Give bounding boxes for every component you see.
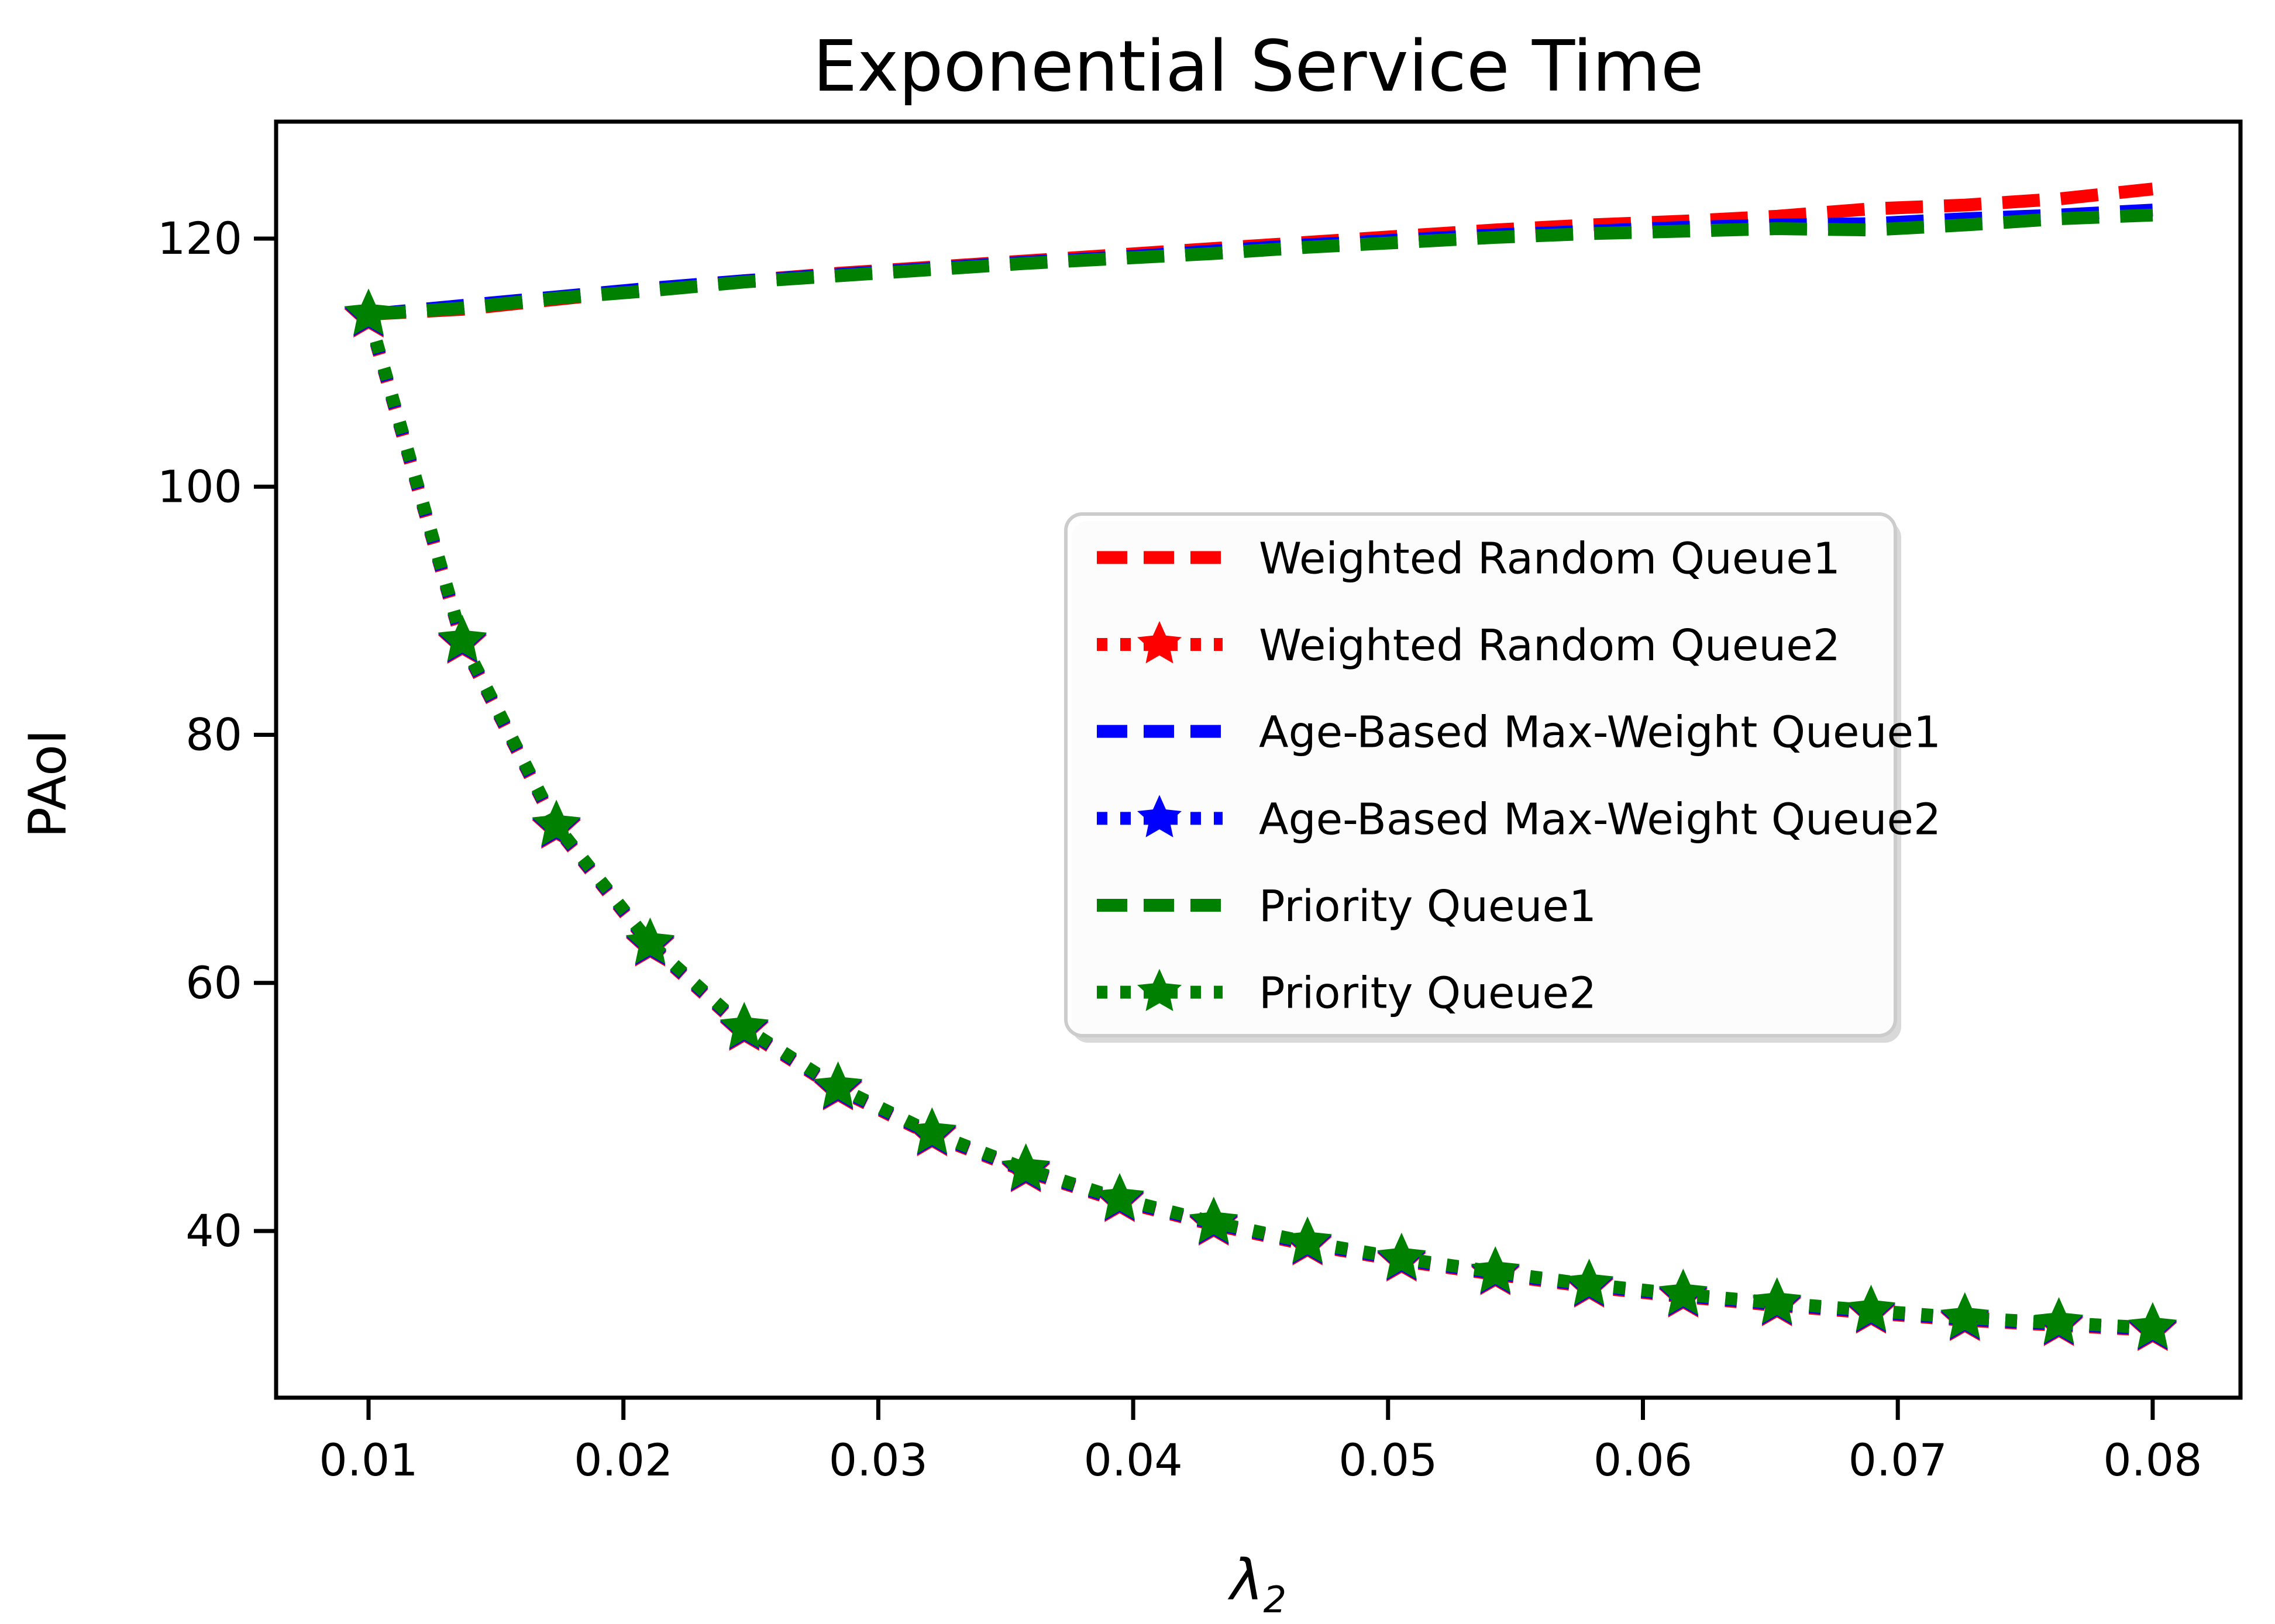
star-marker [2128, 1302, 2177, 1349]
star-marker [1095, 1173, 1144, 1220]
star-marker [720, 1002, 769, 1049]
x-axis-label: λ2 [1227, 1547, 1286, 1621]
axes-spines [274, 119, 2243, 1400]
star-marker [1564, 1258, 1614, 1305]
legend-item-label: Priority Queue2 [1259, 968, 1596, 1019]
legend-item-age-based-max-weight-queue2: Age-Based Max-Weight Queue2 [1097, 794, 1941, 844]
y-tick-label: 80 [185, 709, 242, 761]
x-tick-label: 0.03 [829, 1434, 928, 1486]
x-tick-label: 0.06 [1593, 1434, 1692, 1486]
axis-tick-labels: 0.01 0.02 0.03 0.04 0.05 0.06 0.07 0.08 40 60 80 10… [157, 212, 2202, 1486]
y-axis-label: PAoI [18, 729, 78, 838]
x-tick-label: 0.08 [2103, 1434, 2202, 1486]
star-marker [1377, 1232, 1426, 1280]
x-tick-label: 0.07 [1849, 1434, 1947, 1486]
legend-item-label: Weighted Random Queue2 [1259, 620, 1840, 671]
star-marker [813, 1061, 863, 1108]
star-marker [1283, 1216, 1332, 1263]
legend-item-weighted-random-queue2: Weighted Random Queue2 [1097, 620, 1840, 671]
star-marker [1001, 1143, 1051, 1190]
x-tick-label: 0.01 [319, 1434, 418, 1486]
y-tick-label: 120 [157, 212, 242, 264]
series-markers-priority-queue2 [344, 288, 2177, 1349]
x-tick-label: 0.05 [1338, 1434, 1437, 1486]
legend-box: Weighted Random Queue1 Weighted Random Qu… [1064, 512, 1941, 1043]
y-tick-label: 100 [157, 460, 242, 512]
legend-item-priority-queue1: Priority Queue1 [1097, 881, 1596, 932]
legend-frame [1064, 512, 1897, 1037]
series-line-priority-queue2 [362, 312, 2153, 1335]
star-marker [1471, 1246, 1520, 1293]
legend-item-weighted-random-queue1: Weighted Random Queue1 [1097, 533, 1840, 584]
series-line-priority-queue1 [368, 208, 2153, 321]
star-marker [344, 288, 393, 335]
star-marker [1658, 1268, 1708, 1315]
legend-star-marker [1137, 621, 1182, 664]
star-marker [625, 917, 675, 964]
legend-item-label: Age-Based Max-Weight Queue1 [1259, 708, 1941, 758]
legend-item-age-based-max-weight-queue1: Age-Based Max-Weight Queue1 [1097, 708, 1941, 758]
star-marker [438, 615, 487, 661]
y-tick-label: 40 [185, 1205, 242, 1257]
lambda-symbol: λ [1227, 1547, 1264, 1613]
star-marker [907, 1107, 957, 1154]
star-marker [1189, 1197, 1238, 1243]
y-tick-label: 60 [185, 957, 242, 1009]
legend-item-label: Priority Queue1 [1259, 881, 1596, 932]
lambda-subscript: 2 [1264, 1578, 1286, 1621]
star-marker [1752, 1277, 1802, 1324]
plot-series [344, 182, 2177, 1351]
chart-title: Exponential Service Time [813, 26, 1703, 108]
legend-item-label: Weighted Random Queue1 [1259, 533, 1840, 584]
axes-frame [274, 119, 2243, 1400]
axis-ticks [254, 236, 2155, 1420]
legend-item-label: Age-Based Max-Weight Queue2 [1259, 794, 1941, 844]
x-tick-label: 0.04 [1083, 1434, 1182, 1486]
star-marker [1846, 1284, 1896, 1332]
legend-star-marker [1137, 968, 1182, 1011]
star-marker [532, 799, 581, 846]
legend-item-priority-queue2: Priority Queue2 [1097, 968, 1596, 1019]
star-marker [2034, 1297, 2084, 1344]
legend-star-marker [1137, 795, 1182, 837]
star-marker [1940, 1292, 1990, 1339]
x-tick-label: 0.02 [574, 1434, 673, 1486]
